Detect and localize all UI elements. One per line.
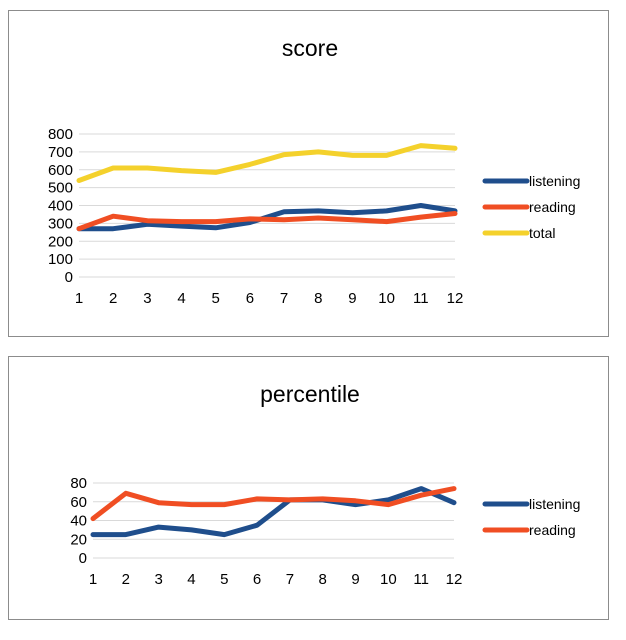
x-tick-label: 11 [413, 290, 429, 307]
percentile-chart-panel: percentile 0 20 40 60 80 1 2 3 4 5 6 7 8 9 10 11 12 listen… [8, 356, 609, 620]
x-tick-label: 12 [447, 290, 464, 307]
chart-title: percentile [260, 381, 360, 407]
x-tick-label: 2 [109, 290, 117, 307]
series-line-reading [90, 486, 457, 522]
y-tick-label: 400 [48, 198, 73, 215]
x-tick-label: 3 [154, 571, 162, 588]
series-line-listening [90, 486, 457, 538]
x-tick-label: 8 [314, 290, 322, 307]
x-tick-label: 9 [351, 571, 359, 588]
x-tick-label: 4 [187, 571, 195, 588]
series-line-total [76, 143, 458, 183]
x-tick-label: 4 [177, 290, 185, 307]
score-chart-panel: score 0 100 200 300 400 500 600 700 800 1 2 3 4 5 6 7 8 9 1… [8, 10, 609, 337]
x-tick-label: 7 [286, 571, 294, 588]
chart-title: score [282, 35, 338, 61]
x-tick-label: 10 [380, 571, 397, 588]
y-tick-label: 700 [48, 144, 73, 161]
x-tick-label: 1 [75, 290, 83, 307]
x-tick-label: 3 [143, 290, 151, 307]
y-tick-label: 500 [48, 180, 73, 197]
y-tick-label: 300 [48, 215, 73, 232]
y-tick-label: 0 [79, 550, 87, 567]
x-tick-label: 5 [220, 571, 228, 588]
legend-label-reading: reading [529, 522, 576, 538]
x-tick-label: 11 [413, 571, 429, 588]
x-tick-label: 6 [246, 290, 254, 307]
series-line-reading [76, 211, 458, 232]
legend-label-reading: reading [529, 199, 576, 215]
x-tick-label: 8 [319, 571, 327, 588]
x-tick-label: 10 [378, 290, 395, 307]
y-tick-label: 600 [48, 162, 73, 179]
legend-label-listening: listening [529, 496, 580, 512]
x-tick-label: 7 [280, 290, 288, 307]
x-tick-label: 1 [89, 571, 97, 588]
legend-label-listening: listening [529, 173, 580, 189]
x-tick-label: 6 [253, 571, 261, 588]
y-tick-label: 80 [70, 475, 87, 492]
legend-label-total: total [529, 225, 555, 241]
x-tick-label: 2 [122, 571, 130, 588]
y-tick-label: 0 [65, 269, 73, 286]
y-tick-label: 60 [70, 494, 87, 511]
y-tick-label: 800 [48, 126, 73, 143]
y-tick-label: 200 [48, 233, 73, 250]
x-tick-label: 12 [446, 571, 463, 588]
y-tick-label: 100 [48, 251, 73, 268]
x-tick-label: 5 [212, 290, 220, 307]
y-tick-label: 20 [70, 531, 87, 548]
x-tick-label: 9 [348, 290, 356, 307]
y-tick-label: 40 [70, 513, 87, 530]
